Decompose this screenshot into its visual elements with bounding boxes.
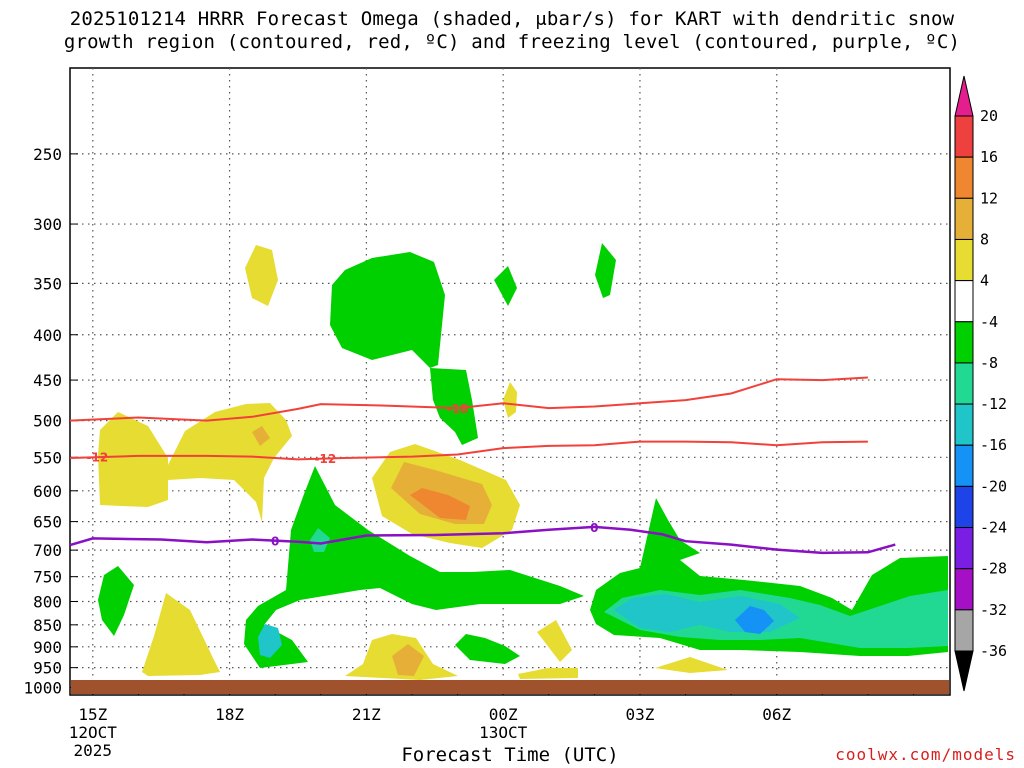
- omega-region-blue-1: [735, 606, 774, 634]
- colorbar-top-arrow: [954, 75, 974, 117]
- chart-title-line1: 2025101214 HRRR Forecast Omega (shaded, …: [69, 8, 955, 30]
- omega-region-yellow-5: [503, 382, 517, 418]
- omega-region-yellow-8: [537, 620, 572, 662]
- omega-region-green-2: [430, 368, 478, 445]
- y-tick-label-950: 950: [33, 659, 62, 678]
- x-tick-label-03Z: 03Z: [625, 705, 654, 724]
- colorbar-label--32: -32: [980, 601, 1007, 619]
- dgz-minus18-contour: [69, 376, 868, 422]
- y-tick-label-750: 750: [33, 568, 62, 587]
- omega-region-orange-3: [252, 426, 270, 446]
- colorbar-label--24: -24: [980, 519, 1007, 537]
- colorbar-segment-9: [954, 485, 974, 529]
- omega-region-teal-3: [258, 624, 282, 658]
- colorbar-label--12: -12: [980, 395, 1007, 413]
- omega-region-yellow-9: [518, 668, 578, 679]
- colorbar-segment-8: [954, 444, 974, 487]
- omega-region-orange-2: [410, 488, 470, 520]
- colorbar-label--36: -36: [980, 642, 1007, 660]
- omega-region-green-5: [244, 466, 584, 668]
- chart-title-line2: growth region (contoured, red, ºC) and f…: [63, 31, 961, 53]
- colorbar-label-4: 4: [980, 272, 989, 290]
- contour-label-4: 0: [590, 521, 598, 535]
- y-tick-label-250: 250: [33, 145, 62, 164]
- colorbar-label--16: -16: [980, 436, 1007, 454]
- omega-region-green-3: [494, 266, 517, 306]
- colorbar: 20 16 12 8 4 -4 -8 -12 -16 -20 -24 -28 -32 -36: [954, 75, 1007, 692]
- y-tick-label-900: 900: [33, 638, 62, 657]
- contour-label-2: -18: [447, 402, 469, 416]
- y-tick-label-450: 450: [33, 371, 62, 390]
- x-tick-date-label: 12OCT: [69, 723, 118, 742]
- x-tick-date-label: 13OCT: [479, 723, 528, 742]
- y-tick-label-800: 800: [33, 593, 62, 612]
- y-tick-label-700: 700: [33, 541, 62, 560]
- omega-region-yellow-1: [98, 412, 168, 507]
- x-tick-label-15Z: 15Z: [78, 705, 107, 724]
- x-tick-label-00Z: 00Z: [489, 705, 518, 724]
- colorbar-segment-6: [954, 362, 974, 405]
- colorbar-label-8: 8: [980, 230, 989, 248]
- ground-surface: [71, 680, 949, 694]
- omega-region-yellow-6: [142, 593, 220, 676]
- colorbar-bottom-arrow: [954, 650, 974, 692]
- omega-region-yellow-2: [168, 403, 292, 522]
- colorbar-segment-4: [954, 280, 974, 323]
- x-tick-label-18Z: 18Z: [215, 705, 244, 724]
- colorbar-label--8: -8: [980, 354, 998, 372]
- colorbar-segment-10: [954, 527, 974, 570]
- colorbar-label-12: 12: [980, 189, 998, 207]
- omega-shading: [98, 243, 948, 680]
- freezing-level-contour: [69, 525, 896, 555]
- y-tick-label-300: 300: [33, 215, 62, 234]
- colorbar-segment-7: [954, 403, 974, 446]
- x-tick-year-label: 2025: [74, 741, 113, 760]
- colorbar-segment-11: [954, 568, 974, 611]
- contour-label-3: 0: [271, 535, 279, 549]
- colorbar-label-20: 20: [980, 107, 998, 125]
- plot-frame: [69, 67, 951, 696]
- colorbar-label--20: -20: [980, 477, 1007, 495]
- colorbar-label-16: 16: [980, 148, 998, 166]
- contour-lines: [69, 376, 896, 555]
- omega-region-green-4: [595, 243, 616, 298]
- colorbar-label--4: -4: [980, 313, 998, 331]
- omega-region-green-6: [98, 566, 134, 636]
- y-tick-label-500: 500: [33, 412, 62, 431]
- x-axis-title: Forecast Time (UTC): [401, 744, 619, 766]
- colorbar-segment-3: [954, 238, 974, 282]
- y-tick-label-850: 850: [33, 616, 62, 635]
- contour-labels: -12 -12 -18 0 0: [87, 402, 599, 549]
- omega-region-yellow-10: [655, 657, 728, 673]
- omega-region-orange-4: [392, 644, 424, 676]
- colorbar-segment-1: [954, 156, 974, 199]
- y-tick-label-1000: 1000: [23, 678, 62, 697]
- y-tick-label-350: 350: [33, 274, 62, 293]
- y-tick-label-550: 550: [33, 448, 62, 467]
- contour-label-0: -12: [87, 451, 109, 465]
- omega-region-green-7: [455, 634, 520, 664]
- omega-region-teal-4: [310, 528, 330, 552]
- colorbar-segment-5: [954, 321, 974, 364]
- colorbar-segment-12: [954, 609, 974, 652]
- omega-region-yellow-3: [245, 245, 278, 306]
- omega-region-green-1: [330, 252, 445, 368]
- y-tick-label-400: 400: [33, 326, 62, 345]
- x-tick-label-21Z: 21Z: [352, 705, 381, 724]
- colorbar-segment-2: [954, 197, 974, 240]
- colorbar-segment-0: [954, 115, 974, 158]
- y-axis-ticks: 250 300 350 400 450 500 550 600 650 700 750 800 850 9…: [23, 145, 78, 697]
- dgz-minus12-contour: [69, 440, 868, 461]
- colorbar-label--28: -28: [980, 560, 1007, 578]
- credit-link[interactable]: coolwx.com/models: [835, 745, 1016, 764]
- y-tick-label-600: 600: [33, 482, 62, 501]
- x-tick-label-06Z: 06Z: [762, 705, 791, 724]
- y-tick-label-650: 650: [33, 513, 62, 532]
- contour-label-1: -12: [314, 452, 336, 466]
